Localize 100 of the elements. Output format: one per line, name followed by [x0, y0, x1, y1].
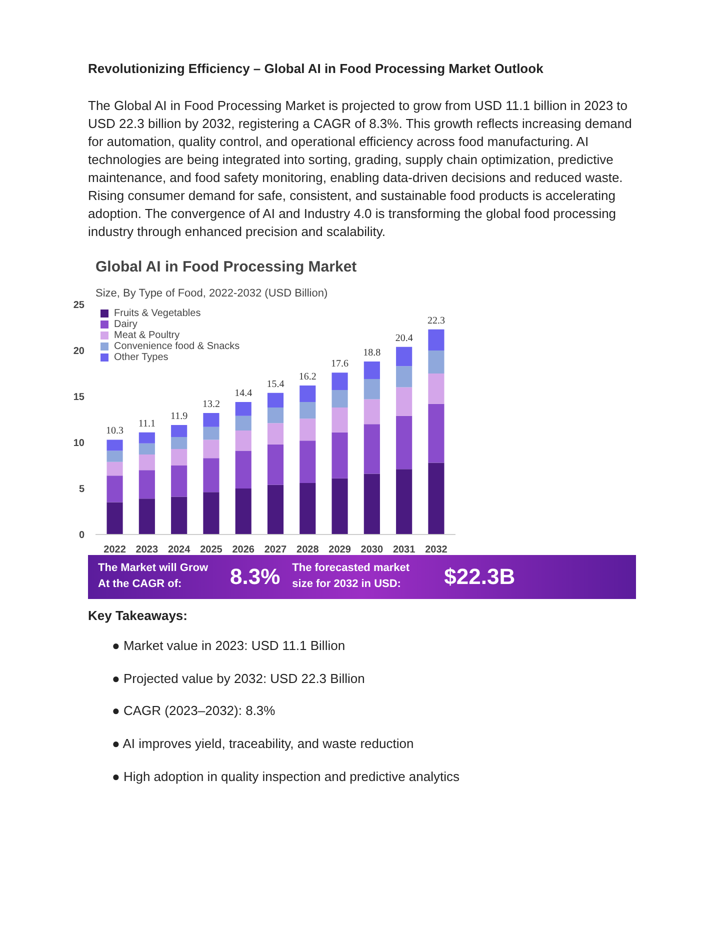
- bar: [235, 416, 252, 430]
- bar: [138, 454, 155, 470]
- y-tick-label: 5: [78, 484, 85, 495]
- text: ● CAGR (2023–2032): 8.3%: [112, 702, 276, 720]
- chart-subtitle: Size, By Type of Food, 2022-2032 (USD Billion): [96, 287, 328, 300]
- bar: [364, 424, 380, 474]
- x-tick-label: 2031: [392, 544, 416, 556]
- bar: [332, 390, 348, 408]
- bar: [267, 407, 284, 423]
- bar: [300, 482, 316, 534]
- bar: [106, 450, 123, 462]
- x-tick-label: 2027: [264, 544, 288, 556]
- total-label: 17.6: [331, 358, 349, 370]
- bar: [267, 422, 284, 444]
- bar: [300, 402, 316, 418]
- chart-title: Global AI in Food Processing Market: [96, 258, 357, 276]
- bar: [396, 366, 412, 388]
- bar: [364, 398, 380, 424]
- text: ● Projected value by 2032: USD 22.3 Billion: [112, 670, 366, 688]
- bar: [267, 484, 284, 534]
- bar: [171, 496, 188, 534]
- bar: [106, 502, 123, 534]
- legend-label: Convenience food & Snacks: [114, 340, 240, 352]
- x-tick-label: 2025: [200, 544, 223, 556]
- legend-label: Other Types: [114, 352, 168, 363]
- text: The Market will Grow At the CAGR of:: [98, 561, 210, 592]
- bar: [396, 346, 412, 366]
- total-label: 11.1: [138, 418, 156, 430]
- bar: [300, 418, 316, 440]
- bar: [203, 412, 220, 427]
- text: The Global AI in Food Processing Market is projected to grow from USD 11.1 billion in 2023 to USD 22.3 billion by 2032, registering a CAGR of 8.3%. This growth reflects increasing demand for automation, quality control, and operational efficiency across food manufacturing. AI technologies are being integrated into sorting, grading, supply chain optimization, predictive maintenance, and food safety monitoring, enabling data-driven decisions and reduced waste. Rising consumer demand for safe, consistent, and sustainable food products is accelerating adoption. The convergence of AI and Industry 4.0 is transforming the global food processing industry through enhanced precision and scalability.: [88, 96, 633, 241]
- bar: [396, 416, 412, 469]
- bar: [106, 439, 123, 450]
- text: $22.3B: [444, 562, 516, 591]
- y-tick-label: 10: [73, 438, 85, 449]
- bar: [203, 426, 220, 440]
- text: ● Market value in 2023: USD 11.1 Billion: [112, 637, 346, 656]
- bar: [171, 465, 188, 496]
- bar: [235, 488, 252, 534]
- bar: [332, 407, 348, 432]
- total-label: 14.4: [234, 388, 252, 399]
- bar: [428, 350, 444, 374]
- text: ● High adoption in quality inspection and predictive analytics: [112, 768, 460, 786]
- text: The forecasted market size for 2032 in USD:: [292, 561, 411, 592]
- bar: [428, 462, 444, 534]
- bar: [428, 329, 444, 350]
- x-tick-label: 2023: [136, 544, 158, 556]
- bar: [428, 373, 444, 404]
- total-label: 11.9: [170, 410, 188, 422]
- bar: [138, 498, 155, 534]
- bar: [235, 450, 252, 488]
- text: ● AI improves yield, traceability, and waste reduction: [112, 734, 415, 753]
- bar: [267, 444, 284, 485]
- bar: [332, 478, 348, 534]
- bar: [235, 430, 252, 450]
- total-label: 15.4: [266, 378, 284, 390]
- bar: [171, 424, 188, 437]
- bar: [171, 448, 188, 466]
- y-tick-label: 20: [73, 346, 85, 357]
- bar: [203, 458, 220, 492]
- y-tick-label: 0: [78, 530, 85, 541]
- bar: [396, 468, 412, 534]
- total-label: 16.2: [298, 371, 316, 382]
- legend-label: Meat & Poultry: [114, 330, 180, 341]
- legend-label: Fruits & Vegetables: [114, 308, 201, 319]
- total-label: 13.2: [202, 398, 220, 410]
- bar: [106, 475, 123, 502]
- bar: [203, 492, 220, 534]
- x-tick-label: 2026: [232, 544, 255, 556]
- legend-label: Dairy: [114, 318, 138, 330]
- bar: [235, 402, 252, 416]
- x-tick-label: 2029: [328, 544, 352, 556]
- bar: [300, 440, 316, 483]
- total-label: 20.4: [395, 332, 413, 344]
- text: Key Takeaways:: [88, 606, 188, 625]
- y-tick-label: 25: [73, 300, 85, 311]
- x-tick-label: 2022: [104, 544, 126, 556]
- bar: [300, 385, 316, 402]
- bar: [364, 378, 380, 399]
- x-tick-label: 2030: [360, 544, 384, 556]
- text: Revolutionizing Efficiency – Global AI in Food Processing Market Outlook: [88, 60, 544, 78]
- bar: [138, 443, 155, 454]
- bar: [396, 387, 412, 416]
- total-label: 22.3: [427, 315, 445, 326]
- bar: [138, 432, 155, 444]
- bar: [364, 473, 380, 534]
- x-tick-label: 2028: [296, 544, 320, 556]
- y-tick-label: 15: [73, 392, 85, 403]
- bar: [364, 361, 380, 379]
- bar: [332, 432, 348, 478]
- text: 8.3%: [230, 562, 280, 591]
- total-label: 10.3: [106, 425, 124, 436]
- bar: [203, 439, 220, 458]
- bar: [106, 462, 123, 476]
- bar: [332, 372, 348, 390]
- bar: [138, 470, 155, 498]
- total-label: 18.8: [363, 347, 381, 358]
- x-tick-label: 2024: [168, 544, 191, 556]
- bar: [267, 392, 284, 408]
- x-tick-label: 2032: [425, 544, 448, 556]
